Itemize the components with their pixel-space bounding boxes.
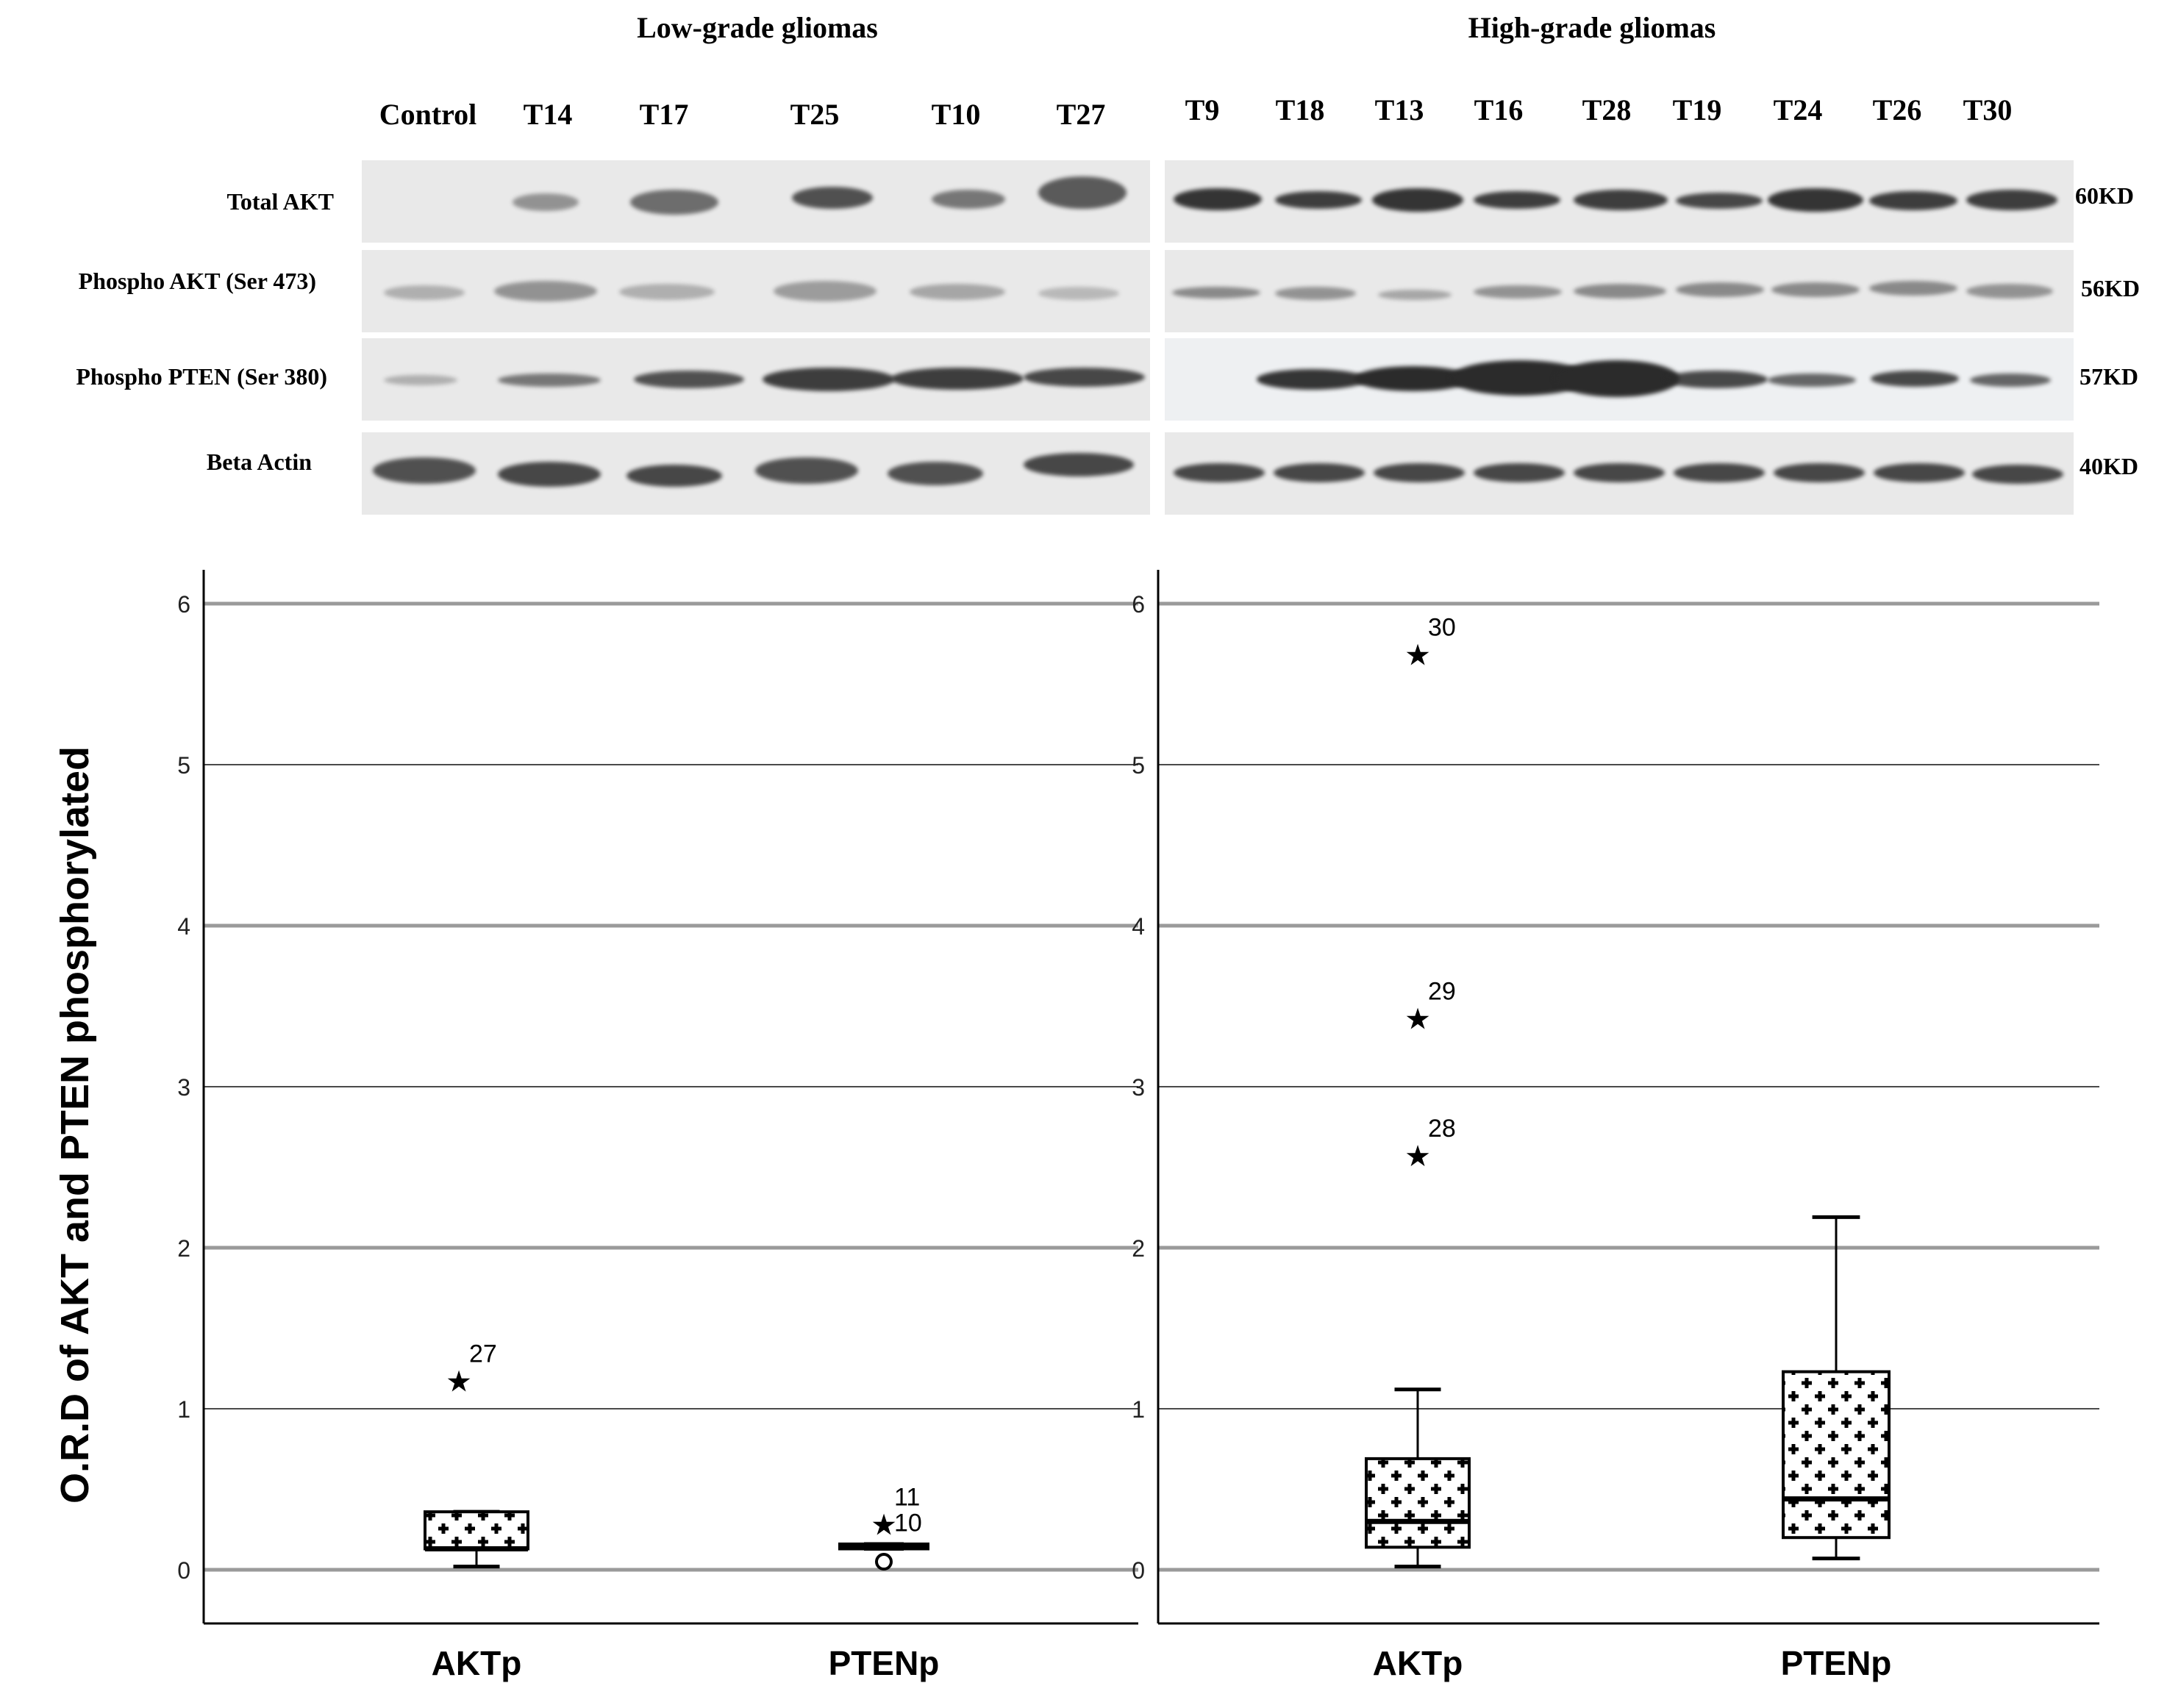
category-label: PTENp (829, 1644, 940, 1682)
blot-strip-phospho-akt-high (1165, 250, 2074, 332)
outlier-star: ★ (1404, 1004, 1431, 1036)
lane-label: T9 (1185, 93, 1220, 126)
lane-label: T30 (1963, 93, 2013, 126)
blot-strip-beta-actin-high (1165, 432, 2074, 515)
outlier-circle (875, 1553, 893, 1571)
y-tick-label: 6 (1132, 591, 1145, 618)
y-tick-label: 6 (177, 591, 190, 618)
y-tick-label: 3 (177, 1074, 190, 1101)
y-tick-label: 4 (177, 913, 190, 940)
y-tick-label: 5 (1132, 752, 1145, 779)
mw-label: 40KD (2079, 453, 2138, 479)
row-label-total-akt: Total AKT (226, 188, 334, 215)
blot-strip-phospho-akt-low (362, 250, 1150, 332)
y-tick-label: 0 (177, 1557, 190, 1584)
outlier-label: 28 (1428, 1115, 1456, 1143)
lane-label: T25 (790, 98, 840, 131)
category-label: AKTp (1373, 1644, 1463, 1682)
lane-label: T19 (1672, 93, 1722, 126)
lane-label: T24 (1773, 93, 1823, 126)
y-tick-label: 2 (177, 1235, 190, 1262)
outlier-star: ★ (871, 1509, 897, 1541)
box (424, 1510, 529, 1551)
lane-label: T26 (1872, 93, 1922, 126)
category-label: PTENp (1781, 1644, 1892, 1682)
row-label-phospho-akt: Phospho AKT (Ser 473) (78, 268, 316, 294)
mw-label: 56KD (2081, 275, 2140, 301)
blot-strip-beta-actin-low (362, 432, 1150, 515)
outlier-star: ★ (1404, 640, 1431, 672)
lane-label: T17 (639, 98, 689, 131)
box (1365, 1457, 1471, 1549)
lane-label: Control (379, 98, 477, 131)
box (1782, 1370, 1891, 1540)
low-grade-title: Low-grade gliomas (637, 11, 878, 44)
y-tick-label: 3 (1132, 1074, 1145, 1101)
y-tick-label: 5 (177, 752, 190, 779)
mw-label: 57KD (2079, 363, 2138, 390)
y-tick-label: 1 (177, 1396, 190, 1423)
y-axis-label: O.R.D of AKT and PTEN phosphorylated (53, 746, 97, 1504)
y-tick-label: 2 (1132, 1235, 1145, 1262)
lane-label: T18 (1275, 93, 1325, 126)
lane-label: T13 (1374, 93, 1424, 126)
blot-strip-phospho-pten-high (1165, 338, 2074, 421)
blot-strip-phospho-pten-low (362, 338, 1150, 421)
outlier-star: ★ (446, 1365, 472, 1398)
y-tick-label: 0 (1132, 1557, 1145, 1584)
row-label-beta-actin: Beta Actin (206, 449, 312, 475)
y-tick-label: 4 (1132, 913, 1145, 940)
lane-label: T16 (1474, 93, 1524, 126)
mw-label: 60KD (2075, 182, 2134, 209)
y-tick-label: 1 (1132, 1396, 1145, 1423)
outlier-star: ★ (1404, 1140, 1431, 1173)
blot-strip-total-akt-low (362, 160, 1150, 243)
category-label: AKTp (432, 1644, 522, 1682)
outlier-label: 29 (1428, 978, 1456, 1006)
high-grade-title: High-grade gliomas (1468, 11, 1716, 44)
row-label-phospho-pten: Phospho PTEN (Ser 380) (76, 363, 327, 390)
lane-label: T27 (1056, 98, 1106, 131)
outlier-label: 10 (894, 1509, 922, 1537)
blot-strip-total-akt-high (1165, 160, 2074, 243)
outlier-label: 27 (469, 1340, 497, 1368)
lane-label: T14 (523, 98, 573, 131)
outlier-label: 11 (894, 1483, 920, 1511)
lane-label: T28 (1582, 93, 1632, 126)
lane-label: T10 (931, 98, 981, 131)
outlier-label: 30 (1428, 614, 1456, 642)
